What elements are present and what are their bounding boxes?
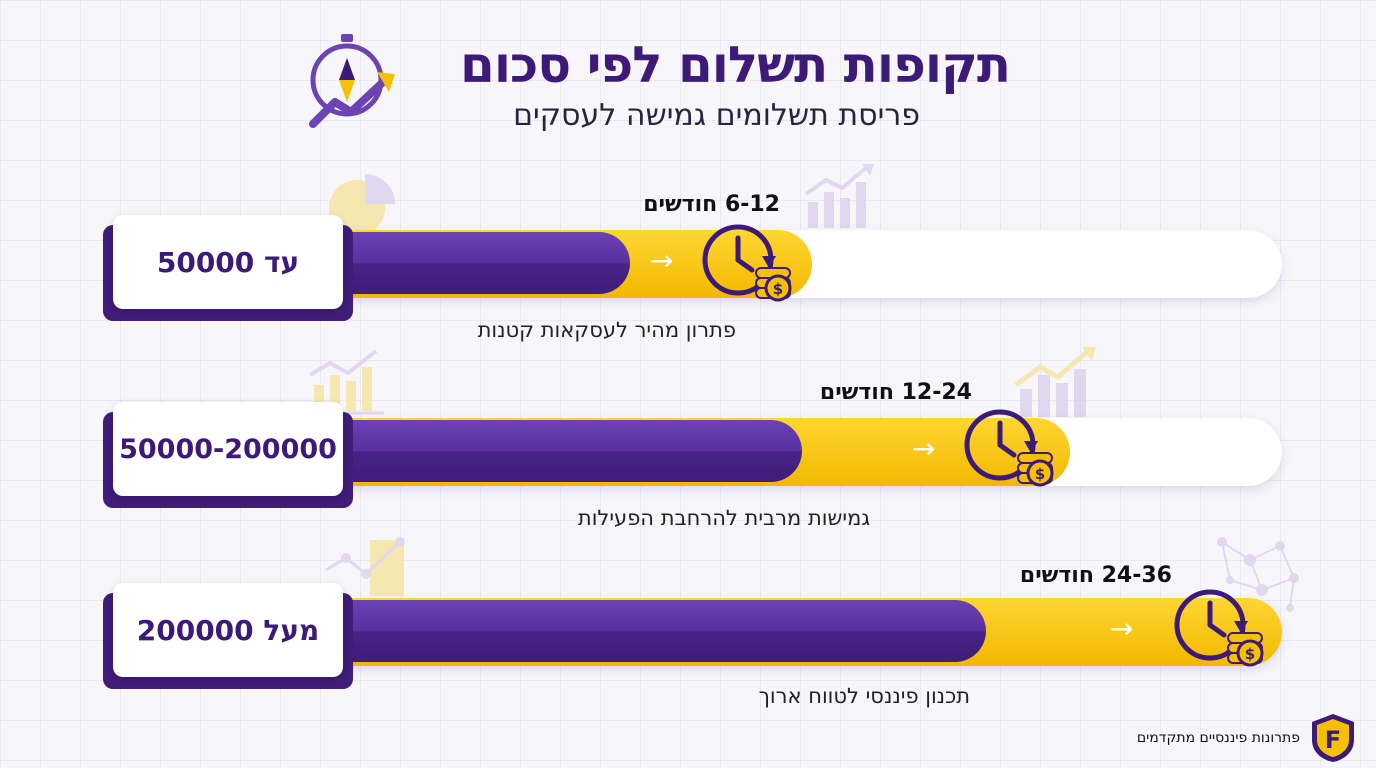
footer-brand-text: פתרונות פיננסיים מתקדמים (1136, 730, 1300, 746)
row-description: פתרון מהיר לעסקאות קטנות (477, 318, 736, 342)
bar-chart-icon (804, 164, 874, 228)
shield-logo-icon: F (1312, 714, 1354, 762)
page-title: תקופות תשלום לפי סכום (460, 36, 1011, 94)
duration-label: 6-12 חודשים (643, 192, 780, 217)
amount-box: 50000-200000 (113, 402, 343, 496)
progress-fill-purple (250, 600, 986, 662)
svg-text:F: F (1325, 726, 1341, 754)
amount-box: עד 50000 (113, 215, 343, 309)
svg-text:$: $ (1035, 465, 1045, 483)
svg-text:$: $ (1245, 645, 1255, 663)
network-icon (1217, 537, 1299, 612)
right-arrow-icon: → (650, 244, 674, 277)
line-chart-icon (325, 537, 405, 596)
page-subtitle: פריסת תשלומים גמישה לעסקים (513, 98, 920, 133)
clock-coins-icon: $ (702, 224, 792, 302)
row-description: תכנון פיננסי לטווח ארוך (758, 684, 970, 708)
row-description: גמישות מרבית להרחבת הפעילות (577, 506, 870, 530)
duration-label: 24-36 חודשים (1019, 563, 1172, 588)
amount-box: מעל 200000 (113, 583, 343, 677)
duration-label: 12-24 חודשים (819, 380, 972, 405)
bar-chart-icon (1014, 347, 1096, 417)
pie-chart-icon (329, 174, 395, 235)
svg-text:$: $ (773, 280, 783, 298)
compass-growth-icon (309, 34, 395, 128)
right-arrow-icon: → (1110, 612, 1134, 645)
clock-coins-icon: $ (964, 409, 1054, 487)
clock-coins-icon: $ (1174, 589, 1264, 667)
right-arrow-icon: → (912, 432, 936, 465)
